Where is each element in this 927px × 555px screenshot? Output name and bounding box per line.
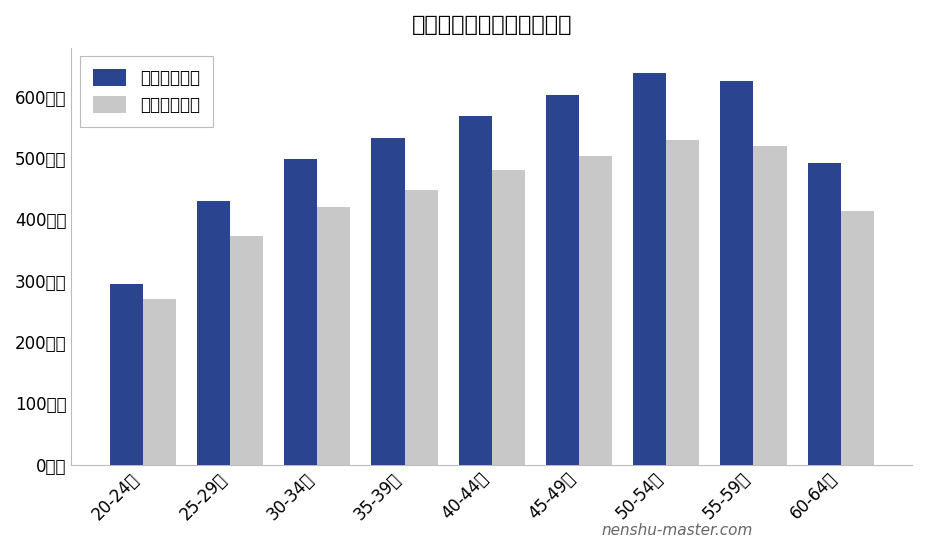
Bar — [143, 299, 176, 465]
Bar — [197, 201, 230, 465]
Bar — [720, 82, 754, 465]
Bar — [459, 117, 491, 465]
Bar — [109, 284, 143, 465]
Bar — [807, 163, 841, 465]
Bar — [491, 170, 525, 465]
Bar — [546, 95, 579, 465]
Bar — [633, 73, 667, 465]
Bar — [285, 159, 317, 465]
Bar — [579, 156, 612, 465]
Bar — [841, 211, 874, 465]
Bar — [230, 236, 263, 465]
Bar — [372, 138, 404, 465]
Bar — [317, 207, 350, 465]
Legend: 想定平均年収, 全国平均年収: 想定平均年収, 全国平均年収 — [80, 56, 213, 127]
Text: nenshu-master.com: nenshu-master.com — [601, 523, 753, 538]
Bar — [667, 140, 699, 465]
Bar — [404, 190, 438, 465]
Title: 岐阜造園の年齢別平均年収: 岐阜造園の年齢別平均年収 — [412, 15, 572, 35]
Bar — [754, 146, 787, 465]
